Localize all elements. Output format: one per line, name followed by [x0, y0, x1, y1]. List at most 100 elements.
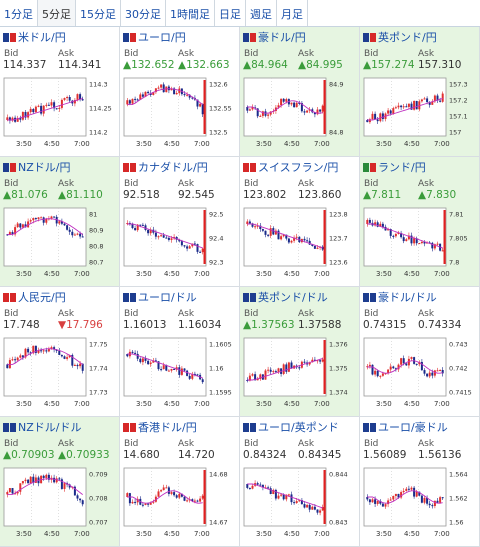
pair-name[interactable]: 豪ドル/円: [258, 31, 306, 44]
tab-7[interactable]: 週足: [246, 0, 277, 26]
currency-panel[interactable]: 人民元/円 Bid Ask 17.748 ▼17.796 17.75 17.74 17.73 3…: [0, 287, 120, 417]
panel-header[interactable]: 英ポンド/ドル: [243, 290, 328, 304]
candle-body: [29, 476, 32, 484]
mini-chart[interactable]: 132.6 132.55 132.5 3:50 4:50 7:00: [122, 74, 235, 152]
tab-4[interactable]: 30分足: [121, 0, 166, 26]
candle-body: [366, 366, 369, 368]
currency-panel[interactable]: ユーロ/英ポンド Bid Ask 0.84324 0.84345 0.844 0.843 3:…: [240, 417, 360, 547]
tab-1[interactable]: 1分足: [0, 0, 38, 26]
candle-body: [407, 358, 410, 366]
ask-label: Ask: [298, 439, 315, 449]
pair-name[interactable]: 英ポンド/円: [378, 31, 437, 44]
mini-chart[interactable]: 81 80.9 80.8 80.7 3:50 4:50 7:00: [2, 204, 115, 282]
panel-header[interactable]: 豪ドル/円: [243, 30, 306, 44]
currency-panel[interactable]: カナダドル/円 Bid Ask 92.518 92.545 92.5 92.4 92.3 3:5…: [120, 157, 240, 287]
candle-body: [131, 98, 134, 104]
candle-body: [73, 99, 76, 104]
currency-panel[interactable]: スイスフラン/円 Bid Ask 123.802 123.860 123.8 123.7 12…: [240, 157, 360, 287]
pair-name[interactable]: 英ポンド/ドル: [258, 291, 328, 304]
pair-name[interactable]: 豪ドル/ドル: [378, 291, 437, 304]
candle-body: [201, 495, 204, 499]
mini-chart[interactable]: 0.844 0.843 3:50 4:50 7:00: [242, 464, 355, 542]
pair-name[interactable]: 米ドル/円: [18, 31, 66, 44]
candle-body: [308, 362, 311, 365]
pair-name[interactable]: ランド/円: [378, 161, 426, 174]
pair-name[interactable]: NZドル/ドル: [18, 421, 82, 434]
panel-header[interactable]: 香港ドル/円: [123, 420, 197, 434]
mini-chart[interactable]: 114.3 114.25 114.2 3:50 4:50 7:00: [2, 74, 115, 152]
mini-chart[interactable]: 0.709 0.708 0.707 3:50 4:50 7:00: [2, 464, 115, 542]
pair-name[interactable]: ユーロ/円: [138, 31, 186, 44]
tab-2[interactable]: 5分足: [38, 0, 76, 26]
candle-body: [6, 364, 9, 369]
panel-header[interactable]: ユーロ/円: [123, 30, 186, 44]
pair-name[interactable]: ユーロ/英ポンド: [258, 421, 339, 434]
candle-body: [379, 223, 382, 227]
mini-chart[interactable]: 1.376 1.375 1.374 3:50 4:50 7:00: [242, 334, 355, 412]
mini-chart[interactable]: 14.68 14.67 3:50 4:50 7:00: [122, 464, 235, 542]
mini-chart[interactable]: 17.75 17.74 17.73 3:50 4:50 7:00: [2, 334, 115, 412]
candle-body: [274, 371, 277, 373]
currency-panel[interactable]: ユーロ/ドル Bid Ask 1.16013 1.16034 1.1605 1.16 1.15…: [120, 287, 240, 417]
panel-header[interactable]: 豪ドル/ドル: [363, 290, 437, 304]
tab-5[interactable]: 1時間足: [166, 0, 215, 26]
mini-chart[interactable]: 1.1605 1.16 1.1595 3:50 4:50 7:00: [122, 334, 235, 412]
pair-name[interactable]: ユーロ/ドル: [138, 291, 197, 304]
mini-chart[interactable]: 7.81 7.805 7.8 3:50 4:50 7:00: [362, 204, 475, 282]
candle-body: [131, 351, 134, 353]
candle-body: [400, 492, 403, 498]
panel-header[interactable]: カナダドル/円: [123, 160, 208, 174]
panel-header[interactable]: 人民元/円: [3, 290, 66, 304]
panel-header[interactable]: ユーロ/豪ドル: [363, 420, 448, 434]
panel-header[interactable]: スイスフラン/円: [243, 160, 338, 174]
time-label: 7:00: [194, 140, 210, 148]
panel-header[interactable]: ユーロ/英ポンド: [243, 420, 339, 434]
currency-panel[interactable]: 英ポンド/円 Bid Ask ▲157.274 157.310 157.3 157.2 157…: [360, 27, 480, 157]
candle-body: [423, 370, 426, 374]
candle-body: [295, 102, 298, 108]
candle-body: [63, 98, 66, 100]
panel-header[interactable]: NZドル/円: [3, 160, 70, 174]
currency-panel[interactable]: ユーロ/円 Bid Ask ▲132.652 ▲132.663 132.6 132.55 13…: [120, 27, 240, 157]
candle-body: [431, 101, 434, 105]
spike-candle: [323, 340, 326, 394]
candle-body: [139, 224, 142, 226]
pair-name[interactable]: スイスフラン/円: [258, 161, 339, 174]
panel-header[interactable]: 米ドル/円: [3, 30, 66, 44]
flag-icon: [363, 162, 376, 172]
candle-body: [144, 358, 147, 361]
candle-body: [397, 493, 400, 498]
mini-chart[interactable]: 157.3 157.2 157.1 157 3:50 4:50 7:00: [362, 74, 475, 152]
tab-8[interactable]: 月足: [277, 0, 308, 26]
mini-chart[interactable]: 0.743 0.742 0.7415 3:50 4:50 7:00: [362, 334, 475, 412]
mini-chart[interactable]: 84.9 84.8 3:50 4:50 7:00: [242, 74, 355, 152]
mini-chart[interactable]: 92.5 92.4 92.3 3:50 4:50 7:00: [122, 204, 235, 282]
pair-name[interactable]: 人民元/円: [18, 291, 66, 304]
currency-panel[interactable]: 英ポンド/ドル Bid Ask ▲1.37563 1.37588 1.376 1.375 1.…: [240, 287, 360, 417]
currency-panel[interactable]: ユーロ/豪ドル Bid Ask 1.56089 1.56136 1.564 1.562 1.5…: [360, 417, 480, 547]
tab-6[interactable]: 日足: [215, 0, 246, 26]
tab-3[interactable]: 15分足: [76, 0, 121, 26]
currency-panel[interactable]: NZドル/ドル Bid Ask ▲0.70903 ▲0.70933 0.709 0.708 0…: [0, 417, 120, 547]
candle-body: [199, 251, 202, 253]
panel-header[interactable]: 英ポンド/円: [363, 30, 437, 44]
pair-name[interactable]: ユーロ/豪ドル: [378, 421, 448, 434]
currency-panel[interactable]: NZドル/円 Bid Ask ▲81.076 ▲81.110 81 80.9 80.8 80.7…: [0, 157, 120, 287]
mini-chart[interactable]: 1.564 1.562 1.56 3:50 4:50 7:00: [362, 464, 475, 542]
currency-panel[interactable]: 豪ドル/円 Bid Ask ▲84.964 ▲84.995 84.9 84.8 3:50 4:5…: [240, 27, 360, 157]
currency-panel[interactable]: 豪ドル/ドル Bid Ask 0.74315 0.74334 0.743 0.742 0.74…: [360, 287, 480, 417]
candle-body: [58, 350, 61, 355]
candle-body: [196, 500, 199, 502]
currency-panel[interactable]: 香港ドル/円 Bid Ask 14.680 14.720 14.68 14.67 3:50 4:…: [120, 417, 240, 547]
currency-panel[interactable]: ランド/円 Bid Ask ▲7.811 ▲7.830 7.81 7.805 7.8 3:50 4…: [360, 157, 480, 287]
pair-name[interactable]: カナダドル/円: [138, 161, 208, 174]
mini-chart[interactable]: 123.8 123.7 123.6 3:50 4:50 7:00: [242, 204, 355, 282]
candle-body: [128, 223, 131, 225]
pair-name[interactable]: NZドル/円: [18, 161, 71, 174]
panel-header[interactable]: NZドル/ドル: [3, 420, 81, 434]
currency-panel[interactable]: 米ドル/円 Bid Ask 114.337 114.341 114.3 114.25 114.…: [0, 27, 120, 157]
candle-body: [384, 373, 387, 375]
panel-header[interactable]: ランド/円: [363, 160, 426, 174]
pair-name[interactable]: 香港ドル/円: [138, 421, 197, 434]
panel-header[interactable]: ユーロ/ドル: [123, 290, 197, 304]
